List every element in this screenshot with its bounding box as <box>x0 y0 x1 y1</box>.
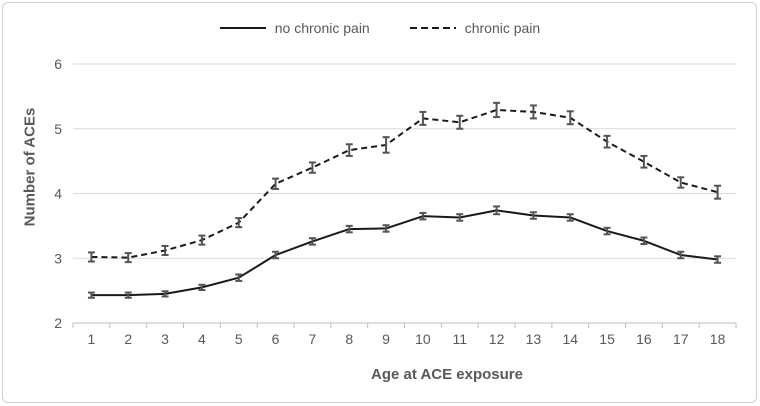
x-tick-label: 18 <box>710 331 726 347</box>
legend: no chronic pain chronic pain <box>0 20 760 36</box>
x-tick-label: 16 <box>636 331 652 347</box>
y-tick-label: 6 <box>54 56 62 72</box>
x-tick-label: 13 <box>526 331 542 347</box>
series-line-no-chronic-pain <box>91 209 718 297</box>
x-tick-label: 1 <box>88 331 96 347</box>
y-tick-label: 3 <box>54 250 62 266</box>
error-bars-no-chronic-pain <box>87 205 722 299</box>
error-bars-chronic-pain <box>87 101 722 264</box>
legend-item-chronic-pain: chronic pain <box>409 20 541 36</box>
series-line-chronic-pain <box>91 108 718 259</box>
x-tick-label: 11 <box>452 331 467 347</box>
x-tick-label: 4 <box>198 331 206 347</box>
x-tick-label: 17 <box>673 331 689 347</box>
x-tick-label: 6 <box>272 331 280 347</box>
x-tick-label: 5 <box>235 331 243 347</box>
y-tick-label: 5 <box>54 121 62 137</box>
solid-line-swatch <box>219 27 266 29</box>
legend-item-no-chronic-pain: no chronic pain <box>219 20 370 36</box>
x-tick-label: 10 <box>415 331 431 347</box>
x-tick-label: 9 <box>382 331 390 347</box>
dashed-line-swatch <box>409 27 456 29</box>
y-tick-label: 2 <box>54 315 62 331</box>
x-tick-label: 7 <box>309 331 317 347</box>
legend-label-chronic-pain: chronic pain <box>464 20 541 36</box>
x-tick-label: 2 <box>124 331 132 347</box>
x-tick-label: 14 <box>562 331 578 347</box>
y-tick-label: 4 <box>54 186 62 202</box>
x-tick-label: 3 <box>161 331 169 347</box>
x-tick-label: 8 <box>345 331 353 347</box>
x-tick-label: 12 <box>489 331 505 347</box>
x-tick-label: 15 <box>599 331 615 347</box>
legend-label-no-chronic-pain: no chronic pain <box>274 20 370 36</box>
x-axis-title: Age at ACE exposure <box>371 366 523 383</box>
